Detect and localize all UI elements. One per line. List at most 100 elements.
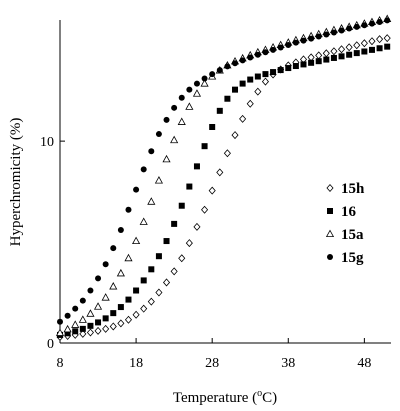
data-point-16 (376, 45, 383, 52)
data-point-15g (163, 116, 170, 123)
legend-marker-15g (327, 254, 333, 260)
data-point-15g (300, 37, 307, 44)
data-point-15h (201, 205, 209, 214)
y-tick-label: 10 (40, 135, 54, 150)
data-point-15h (79, 329, 87, 338)
data-point-15h (109, 322, 117, 331)
data-markers (55, 14, 392, 341)
data-point-15a (109, 282, 118, 290)
data-point-16 (201, 143, 208, 150)
x-tick-label: 38 (281, 356, 295, 371)
data-point-16 (353, 50, 360, 57)
data-point-15a (132, 236, 141, 245)
data-point-16 (254, 73, 261, 80)
data-point-15h (170, 267, 178, 276)
data-point-15g (193, 80, 200, 87)
data-point-15g (72, 305, 79, 312)
data-point-16 (209, 123, 216, 130)
data-point-15g (292, 39, 299, 46)
data-point-15h (338, 45, 346, 54)
x-tick-label: 8 (57, 356, 64, 371)
data-point-15a (170, 135, 179, 144)
data-point-15a (116, 268, 125, 277)
data-point-15h (223, 149, 231, 158)
data-point-16 (338, 53, 345, 60)
data-point-15g (315, 33, 322, 40)
x-tick-label: 48 (357, 356, 371, 371)
data-point-15a (139, 217, 148, 225)
data-point-15h (315, 51, 323, 60)
data-point-15h (193, 222, 201, 231)
data-point-16 (171, 220, 178, 227)
data-point-15g (178, 94, 185, 101)
data-point-16 (140, 277, 147, 284)
data-point-15h (246, 99, 254, 108)
data-point-15g (125, 206, 132, 213)
x-tick-label: 28 (205, 356, 219, 371)
data-point-15a (200, 79, 209, 87)
data-point-16 (117, 304, 124, 311)
data-point-15h (185, 239, 193, 248)
data-point-16 (315, 58, 322, 65)
data-point-15g (346, 25, 353, 32)
data-point-16 (384, 43, 391, 50)
data-point-16 (133, 287, 140, 294)
x-axis-label: Temperature (oC) (173, 388, 277, 406)
data-point-15a (71, 320, 80, 328)
data-point-16 (247, 76, 254, 83)
legend-marker-15h (326, 183, 334, 193)
data-point-15h (102, 324, 110, 333)
data-point-16 (110, 310, 117, 317)
data-point-16 (239, 80, 246, 87)
data-point-15h (239, 114, 247, 123)
data-point-16 (87, 322, 94, 329)
data-point-16 (368, 46, 375, 53)
data-point-16 (285, 65, 292, 72)
data-point-15g (376, 19, 383, 26)
data-point-15h (86, 328, 94, 337)
data-point-16 (262, 71, 269, 78)
data-point-15g (186, 86, 193, 93)
data-point-15a (162, 154, 171, 163)
data-point-16 (178, 202, 185, 209)
data-point-15g (254, 51, 261, 58)
data-point-15h (254, 87, 262, 96)
data-point-15g (64, 312, 71, 319)
data-point-15a (93, 302, 103, 310)
data-point-15g (247, 54, 254, 61)
legend-marker-16 (327, 208, 333, 214)
data-point-15h (147, 297, 155, 306)
data-point-15a (101, 293, 110, 301)
data-point-16 (64, 330, 71, 337)
data-point-15h (330, 47, 338, 56)
data-point-16 (125, 296, 132, 303)
data-point-15h (383, 34, 391, 43)
legend-label-15g: 15g (341, 250, 364, 266)
data-point-15a (192, 89, 202, 97)
data-point-15g (224, 63, 231, 70)
data-point-16 (193, 163, 200, 170)
x-tick-label: 18 (129, 356, 143, 371)
data-point-15g (368, 20, 375, 27)
data-point-15h (345, 43, 353, 52)
data-point-15a (63, 324, 72, 333)
data-point-15g (201, 75, 208, 82)
data-point-16 (102, 315, 109, 322)
data-point-16 (300, 61, 307, 68)
data-point-16 (308, 59, 315, 66)
data-point-15h (117, 319, 125, 328)
y-tick-label: 0 (47, 337, 54, 352)
legend-label-15h: 15h (341, 181, 365, 197)
data-point-15g (209, 71, 216, 78)
data-point-16 (216, 107, 223, 114)
data-point-15h (261, 77, 269, 86)
data-point-15g (155, 131, 162, 138)
data-point-15g (270, 46, 277, 53)
legend-marker-15a (325, 229, 335, 238)
data-point-16 (270, 69, 277, 76)
data-point-15h (124, 315, 133, 324)
data-point-15g (117, 226, 124, 233)
data-point-16 (163, 238, 170, 245)
data-point-15g (361, 22, 368, 29)
